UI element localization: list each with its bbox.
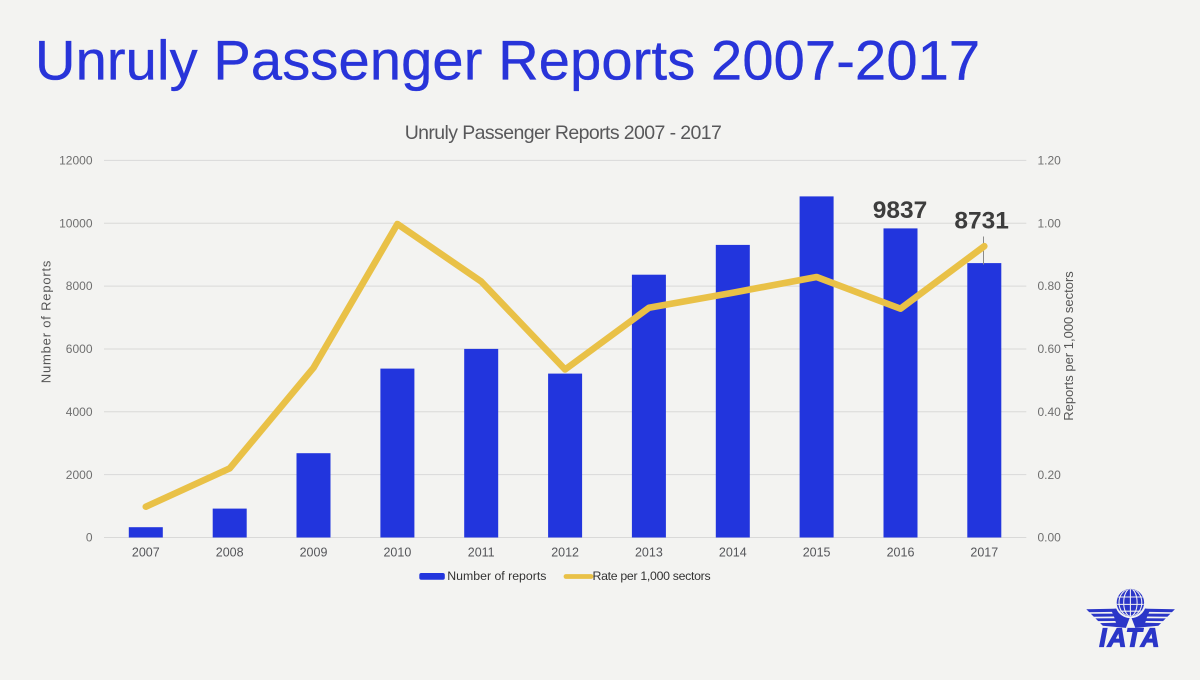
svg-text:Reports per 1,000 sectors: Reports per 1,000 sectors xyxy=(1061,271,1076,421)
svg-text:10000: 10000 xyxy=(59,216,93,230)
svg-text:2009: 2009 xyxy=(300,546,328,560)
svg-text:0.20: 0.20 xyxy=(1038,468,1062,482)
svg-text:0.60: 0.60 xyxy=(1038,342,1062,356)
svg-text:1.00: 1.00 xyxy=(1038,216,1062,230)
svg-text:2016: 2016 xyxy=(887,546,915,560)
svg-text:2011: 2011 xyxy=(468,546,495,560)
svg-text:2015: 2015 xyxy=(803,546,831,560)
svg-text:Unruly Passenger Reports 2007: Unruly Passenger Reports 2007 - 2017 xyxy=(405,122,722,144)
svg-text:8731: 8731 xyxy=(954,208,1009,235)
svg-text:0: 0 xyxy=(86,531,93,545)
svg-text:2000: 2000 xyxy=(66,468,93,482)
svg-text:2008: 2008 xyxy=(216,546,244,560)
svg-text:2017: 2017 xyxy=(970,546,998,560)
svg-text:4000: 4000 xyxy=(66,405,93,419)
svg-text:0.00: 0.00 xyxy=(1038,531,1062,545)
svg-text:2014: 2014 xyxy=(719,546,747,560)
svg-text:Number of reports: Number of reports xyxy=(447,569,546,583)
svg-text:1.20: 1.20 xyxy=(1038,154,1062,168)
svg-text:12000: 12000 xyxy=(59,154,93,168)
svg-text:2012: 2012 xyxy=(551,546,579,560)
svg-text:IATA: IATA xyxy=(1099,623,1161,653)
svg-text:9837: 9837 xyxy=(873,197,928,224)
svg-text:2010: 2010 xyxy=(383,546,411,560)
svg-text:Rate per 1,000 sectors: Rate per 1,000 sectors xyxy=(593,569,711,583)
svg-text:Unruly Passenger Reports 2007-: Unruly Passenger Reports 2007-2017 xyxy=(35,29,980,92)
svg-text:2007: 2007 xyxy=(132,546,160,560)
svg-text:0.40: 0.40 xyxy=(1038,405,1062,419)
svg-text:Number of Reports: Number of Reports xyxy=(39,260,54,383)
svg-text:2013: 2013 xyxy=(635,546,663,560)
svg-text:8000: 8000 xyxy=(66,279,93,293)
svg-text:0.80: 0.80 xyxy=(1038,279,1062,293)
svg-text:6000: 6000 xyxy=(66,342,93,356)
